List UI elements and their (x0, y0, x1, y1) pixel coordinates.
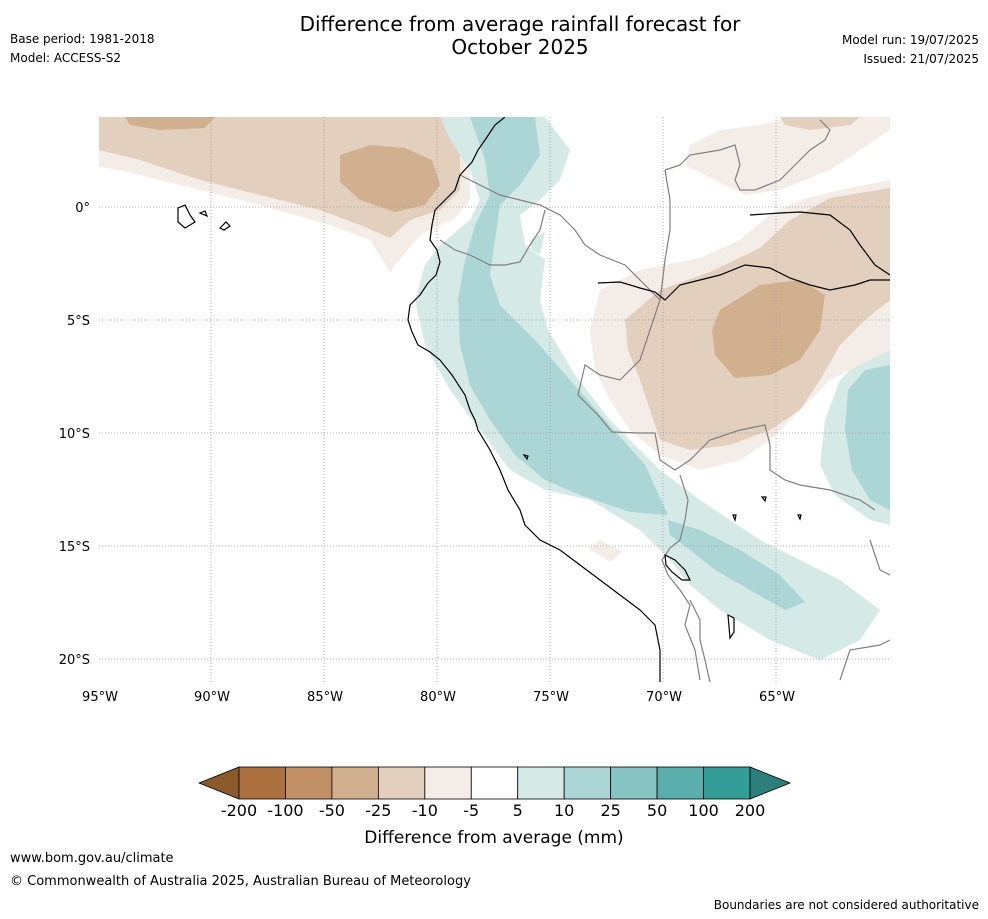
coastline-pacific (407, 117, 661, 682)
colorbar-extend-low (197, 766, 240, 800)
colorbar-swatch (610, 766, 658, 800)
lat-label-0: 0° (75, 201, 90, 216)
colorbar-tick-label: 200 (735, 801, 766, 820)
footer-note: Boundaries are not considered authoritat… (713, 898, 979, 912)
coastline-lake-2 (727, 613, 735, 640)
colorbar-swatch (238, 766, 286, 800)
wet-area-coast-outer (415, 117, 880, 660)
colorbar-swatch (424, 766, 472, 800)
wet-area-south (668, 520, 805, 610)
lat-label-20s: 20°S (59, 653, 90, 668)
colorbar-swatches (197, 766, 792, 800)
border-bolivia-south (869, 539, 890, 576)
colorbar-tick-label: 5 (513, 801, 523, 820)
map-title: Difference from average rainfall forecas… (270, 13, 770, 59)
colorbar-swatch (656, 766, 704, 800)
lat-label-5s: 5°S (67, 314, 90, 329)
lon-label-75w: 75°W (533, 690, 569, 705)
metadata-right: Model run: 19/07/2025 Issued: 21/07/2025 (842, 31, 979, 69)
border-ecuador-peru (439, 209, 546, 266)
colorbar-swatch (703, 766, 751, 800)
lon-label-85w: 85°W (307, 690, 343, 705)
lat-label-15s: 15°S (59, 540, 90, 555)
wet-area-east-core (845, 365, 890, 510)
footer-url: www.bom.gov.au/climate (10, 851, 174, 866)
coastline-small-2 (732, 514, 737, 523)
border-colombia-ecuador (459, 174, 661, 301)
colorbar-tick-label: 25 (600, 801, 620, 820)
lon-label-95w: 95°W (82, 690, 118, 705)
colorbar-tick-label: -50 (319, 801, 345, 820)
graticule (99, 117, 890, 682)
colorbar-tick-label: 50 (647, 801, 667, 820)
lon-label-80w: 80°W (420, 690, 456, 705)
dry-area-ne-core (780, 117, 860, 130)
title-line-2: October 2025 (451, 35, 589, 59)
title-line-1: Difference from average rainfall forecas… (299, 12, 741, 36)
colorbar-swatch (563, 766, 612, 800)
coastline-amazon (597, 264, 890, 301)
colorbar-tick-label: -100 (267, 801, 303, 820)
country-borders (439, 119, 890, 682)
coastline-small-1 (522, 454, 529, 461)
lon-label-90w: 90°W (194, 690, 230, 705)
colorbar-swatch (285, 766, 333, 800)
colorbar-tick-label: 10 (554, 801, 574, 820)
colorbar-tick-label: -10 (412, 801, 438, 820)
border-east (839, 639, 890, 681)
lon-label-65w: 65°W (759, 690, 795, 705)
wet-area-coast-core (458, 117, 668, 515)
border-peru-bolivia (661, 474, 701, 681)
colorbar-extend-high (749, 766, 792, 800)
colorbar-title: Difference from average (mm) (364, 828, 623, 848)
wet-area-island (530, 232, 545, 255)
coastlines (177, 117, 890, 682)
dry-area-ocean-core (340, 145, 440, 212)
lon-label-70w: 70°W (646, 690, 682, 705)
colorbar-swatch (377, 766, 426, 800)
coastline-small-4 (797, 514, 802, 521)
coastline-small-3 (760, 496, 767, 503)
coastline-island-3 (198, 210, 209, 218)
colorbar-labels: -200 -100 -50 -25 -10 -5 5 10 25 50 100 200 (221, 801, 765, 820)
footer-copyright: © Commonwealth of Australia 2025, Austra… (10, 874, 471, 889)
dry-area-inland-core (712, 280, 825, 378)
base-period-text: Base period: 1981-2018 (10, 32, 155, 46)
model-text: Model: ACCESS-S2 (10, 51, 122, 65)
colorbar-swatch (517, 766, 565, 800)
border-peru-brazil (577, 299, 876, 511)
metadata-left: Base period: 1981-2018 Model: ACCESS-S2 (10, 30, 155, 68)
colorbar-swatch (331, 766, 379, 800)
model-run-text: Model run: 19/07/2025 (841, 33, 979, 47)
colorbar-tick-label: 100 (688, 801, 719, 820)
dry-area-small (588, 540, 622, 562)
colorbar-swatch (470, 766, 519, 800)
border-colombia-venezuela (664, 119, 831, 191)
colorbar-tick-label: -5 (463, 801, 479, 820)
border-colombia-brazil (659, 169, 671, 301)
coastline-island-2 (218, 221, 231, 231)
coastline-island-1 (177, 204, 196, 229)
colorbar-tick-label: -200 (221, 801, 257, 820)
coastline-caribbean (749, 211, 890, 276)
lat-label-10s: 10°S (59, 427, 90, 442)
coastline-lake-titicaca (664, 553, 691, 581)
colorbar-tick-label: -25 (365, 801, 391, 820)
border-chile (689, 599, 711, 682)
issued-text: Issued: 21/07/2025 (863, 52, 979, 66)
dry-area-ocean-core-2 (125, 117, 215, 130)
